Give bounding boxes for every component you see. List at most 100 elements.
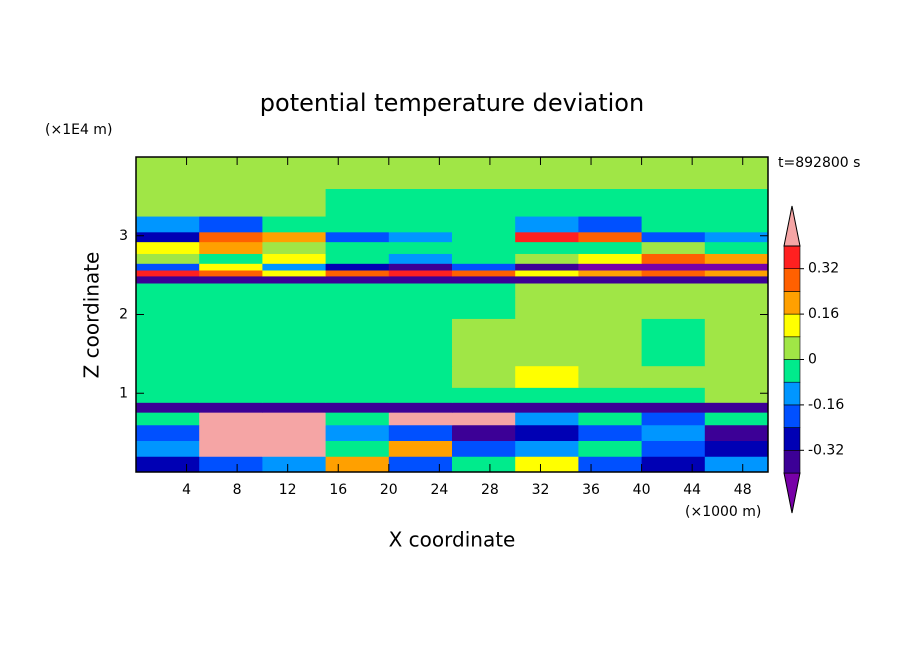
contour-cell [452, 456, 516, 473]
colorbar-extend-high [783, 205, 801, 247]
contour-cell [136, 188, 200, 217]
colorbar-box [783, 313, 801, 338]
contour-cell [515, 342, 579, 367]
contour-cell [136, 402, 200, 413]
contour-cell [388, 283, 453, 298]
contour-cell [452, 275, 516, 284]
contour-cell [578, 216, 643, 233]
contour-cell [199, 157, 263, 189]
contour-cell [388, 157, 453, 189]
contour-cell [452, 188, 516, 217]
contour-cell [199, 456, 263, 473]
contour-cell [325, 270, 390, 277]
contour-cell [136, 318, 200, 343]
colorbar-tick-label: -0.16 [808, 397, 844, 413]
contour-cell [136, 253, 200, 264]
contour-cell [704, 157, 769, 189]
contour-cell [452, 387, 516, 403]
contour-cell [515, 412, 579, 426]
contour-cell [325, 342, 390, 367]
contour-cell [578, 231, 643, 243]
contour-cell [199, 241, 263, 254]
contour-cell [704, 241, 769, 254]
contour-cell [641, 318, 706, 343]
contour-cell [136, 456, 200, 473]
contour-cell [515, 263, 579, 271]
contour-cell [704, 283, 769, 298]
colorbar-box [783, 291, 801, 315]
contour-cell [388, 440, 453, 457]
contour-cell [262, 412, 327, 426]
contour-cell [325, 188, 390, 217]
contour-cell [515, 241, 579, 254]
contour-cell [388, 365, 453, 388]
contour-cell [325, 216, 390, 233]
contour-cell [578, 241, 643, 254]
contour-cell [388, 296, 453, 319]
colorbar-box [783, 245, 801, 270]
contour-cell [515, 270, 579, 277]
chart-title: potential temperature deviation [260, 89, 644, 117]
contour-cell [641, 157, 706, 189]
contour-cell [641, 365, 706, 388]
contour-cell [325, 157, 390, 189]
x-tick-label: 12 [279, 482, 297, 498]
contour-cell [262, 157, 327, 189]
contour-cell [136, 231, 200, 243]
contour-cell [199, 231, 263, 243]
colorbar-box [783, 359, 801, 383]
contour-cell [704, 412, 769, 426]
contour-cell [325, 402, 390, 413]
colorbar-box [783, 268, 801, 292]
colorbar-box [783, 427, 801, 451]
contour-cell [136, 283, 200, 298]
y-tick-label: 2 [119, 307, 128, 323]
contour-cell [136, 263, 200, 271]
contour-cell [325, 456, 390, 473]
contour-cell [136, 412, 200, 426]
contour-cell [704, 263, 769, 271]
contour-cell [515, 440, 579, 457]
contour-cell [388, 241, 453, 254]
x-tick-label: 36 [582, 482, 600, 498]
contour-cell [388, 270, 453, 277]
contour-cell [325, 440, 390, 457]
contour-field [136, 157, 769, 473]
contour-cell [262, 296, 327, 319]
contour-cell [641, 412, 706, 426]
contour-cell [578, 318, 643, 343]
contour-cell [641, 342, 706, 367]
contour-cell [452, 157, 516, 189]
x-tick-label: 4 [182, 482, 191, 498]
contour-cell [136, 270, 200, 277]
contour-cell [325, 263, 390, 271]
x-unit-label: (×1000 m) [685, 504, 761, 520]
contour-cell [515, 296, 579, 319]
contour-cell [199, 188, 263, 217]
contour-cell [388, 342, 453, 367]
contour-cell [452, 342, 516, 367]
contour-cell [388, 231, 453, 243]
contour-cell [452, 440, 516, 457]
contour-cell [262, 275, 327, 284]
contour-cell [325, 412, 390, 426]
contour-cell [262, 263, 327, 271]
colorbar-extend-low [783, 472, 801, 514]
x-tick-label: 8 [233, 482, 242, 498]
x-tick-label: 16 [329, 482, 347, 498]
contour-cell [388, 412, 453, 426]
contour-cell [262, 387, 327, 403]
contour-cell [199, 402, 263, 413]
contour-cell [452, 365, 516, 388]
contour-cell [515, 253, 579, 264]
contour-cell [199, 387, 263, 403]
contour-cell [388, 275, 453, 284]
contour-cell [515, 318, 579, 343]
contour-cell [704, 424, 769, 441]
x-tick-label: 20 [380, 482, 398, 498]
contour-cell [262, 440, 327, 457]
contour-cell [136, 365, 200, 388]
contour-cell [704, 296, 769, 319]
contour-cell [199, 318, 263, 343]
contour-cell [325, 283, 390, 298]
